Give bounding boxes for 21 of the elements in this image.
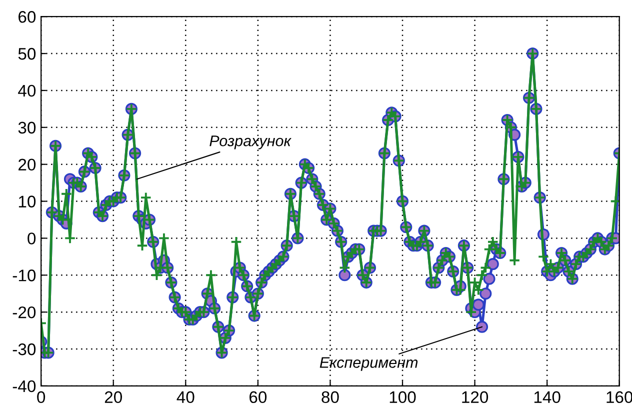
annotation: Розрахунок bbox=[210, 136, 292, 150]
y-tick-label: 50 bbox=[18, 48, 36, 60]
x-tick-label: 0 bbox=[37, 391, 46, 404]
x-tick-label: 40 bbox=[176, 391, 194, 404]
x-tick-label: 100 bbox=[390, 391, 416, 404]
y-tick-label: 30 bbox=[18, 122, 36, 134]
x-tick-label: 20 bbox=[104, 391, 122, 404]
x-tick-label: 140 bbox=[534, 391, 560, 404]
y-tick-label: 60 bbox=[18, 11, 36, 23]
y-tick-label: -20 bbox=[12, 306, 36, 318]
y-tick-label: -10 bbox=[12, 270, 36, 282]
y-tick-label: 40 bbox=[18, 84, 36, 97]
annotation: Експеримент bbox=[320, 357, 418, 371]
y-tick-label: 0 bbox=[28, 232, 36, 244]
x-tick-label: 120 bbox=[462, 391, 488, 404]
x-tick-label: 80 bbox=[322, 391, 339, 404]
x-tick-label: 60 bbox=[250, 391, 267, 404]
y-tick-label: 20 bbox=[18, 158, 36, 171]
y-tick-label: 10 bbox=[18, 196, 36, 208]
y-tick-label: -40 bbox=[12, 380, 36, 392]
y-tick-label: -30 bbox=[12, 343, 36, 356]
